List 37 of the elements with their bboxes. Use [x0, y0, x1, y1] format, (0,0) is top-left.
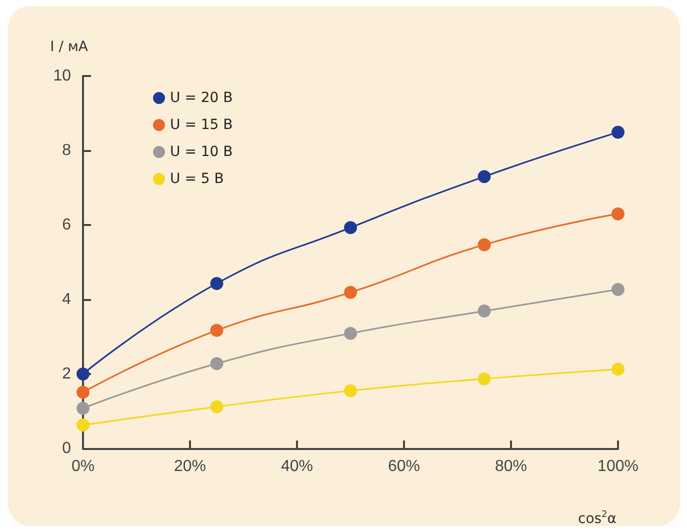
point [612, 362, 624, 376]
y-tick-label: 0 [62, 440, 72, 457]
legend-label: U = 10 В [170, 144, 233, 160]
x-tick-label: 20% [174, 458, 206, 475]
point [76, 368, 90, 380]
y-tick-label: 10 [53, 68, 72, 84]
point [478, 170, 491, 184]
point [478, 304, 491, 318]
point [76, 386, 90, 399]
point [344, 326, 357, 340]
point [210, 357, 224, 370]
point [612, 207, 624, 220]
x-tick-label: 80% [494, 458, 528, 475]
point [478, 238, 491, 252]
point [76, 418, 90, 432]
point [344, 286, 357, 299]
y-axis-title: I / мА [50, 39, 88, 55]
legend-label: U = 5 В [170, 171, 224, 187]
point [612, 282, 624, 296]
point [210, 400, 224, 414]
point [210, 324, 224, 337]
point [478, 372, 491, 386]
point [344, 221, 357, 234]
x-tick-label: 60% [388, 458, 420, 475]
point [344, 384, 357, 398]
point [76, 402, 90, 415]
x-tick-label: 100% [598, 458, 638, 475]
point [210, 276, 224, 290]
legend-label: U = 15 В [170, 117, 233, 133]
y-tick-label: 8 [62, 142, 72, 159]
x-tick-label: 40% [280, 458, 314, 475]
y-tick-label: 6 [62, 216, 72, 234]
x-tick-label: 0% [71, 458, 95, 475]
legend-label: U = 20 В [170, 90, 233, 106]
y-tick-label: 2 [62, 366, 72, 382]
point [612, 126, 624, 139]
y-tick-label: 4 [62, 291, 72, 308]
